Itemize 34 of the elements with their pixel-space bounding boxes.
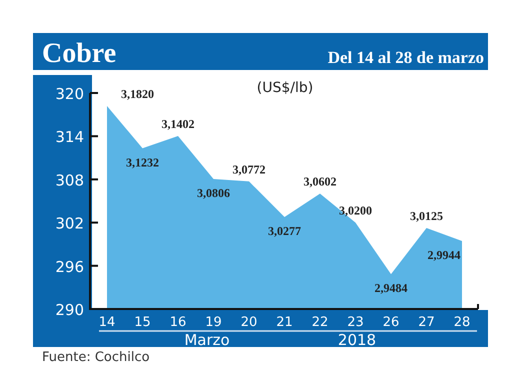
data-label: 2,9484 — [374, 281, 408, 296]
y-tick-label: 302 — [55, 214, 84, 233]
data-label: 3,0602 — [304, 174, 336, 189]
data-label: 3,0200 — [339, 204, 372, 218]
text: 2018 — [338, 331, 376, 349]
data-label: 3,0772 — [232, 162, 266, 176]
x-axis-title: Marzo — [184, 331, 230, 349]
data-label: 3,1402 — [162, 117, 194, 132]
x-tick-label: 28 — [454, 315, 470, 330]
x-tick-label: 23 — [347, 315, 364, 330]
data-label: 3,0806 — [197, 186, 230, 200]
x-tick-label: 27 — [418, 315, 435, 330]
x-tick-label: 19 — [205, 315, 222, 330]
data-label: 3,1820 — [121, 86, 154, 101]
y-tick-label: 320 — [55, 85, 84, 103]
chart-title: Cobre — [42, 38, 116, 69]
y-tick-label: 296 — [55, 258, 84, 276]
x-tick-label: 22 — [312, 315, 328, 330]
data-label: 3,1232 — [126, 155, 159, 170]
y-tick-label: 290 — [55, 301, 84, 319]
x-tick-label: 26 — [382, 315, 400, 330]
data-label: 3,0277 — [268, 224, 301, 238]
data-label: 2,9944 — [428, 248, 460, 262]
x-tick-label: 14 — [98, 315, 116, 330]
x-tick-label: 15 — [134, 315, 151, 330]
x-tick-label: 21 — [276, 315, 293, 330]
y-tick-label: 308 — [55, 171, 84, 190]
y-tick-label: 314 — [55, 128, 84, 146]
chart-subtitle: Del 14 al 28 de marzo — [328, 48, 484, 67]
y-axis-title: (US$/lb) — [256, 80, 314, 96]
source-note: Fuente: Cochilco — [42, 350, 150, 365]
data-label: 3,0125 — [410, 209, 443, 223]
x-tick-label: 20 — [240, 315, 258, 330]
x-tick-label: 16 — [170, 315, 186, 330]
